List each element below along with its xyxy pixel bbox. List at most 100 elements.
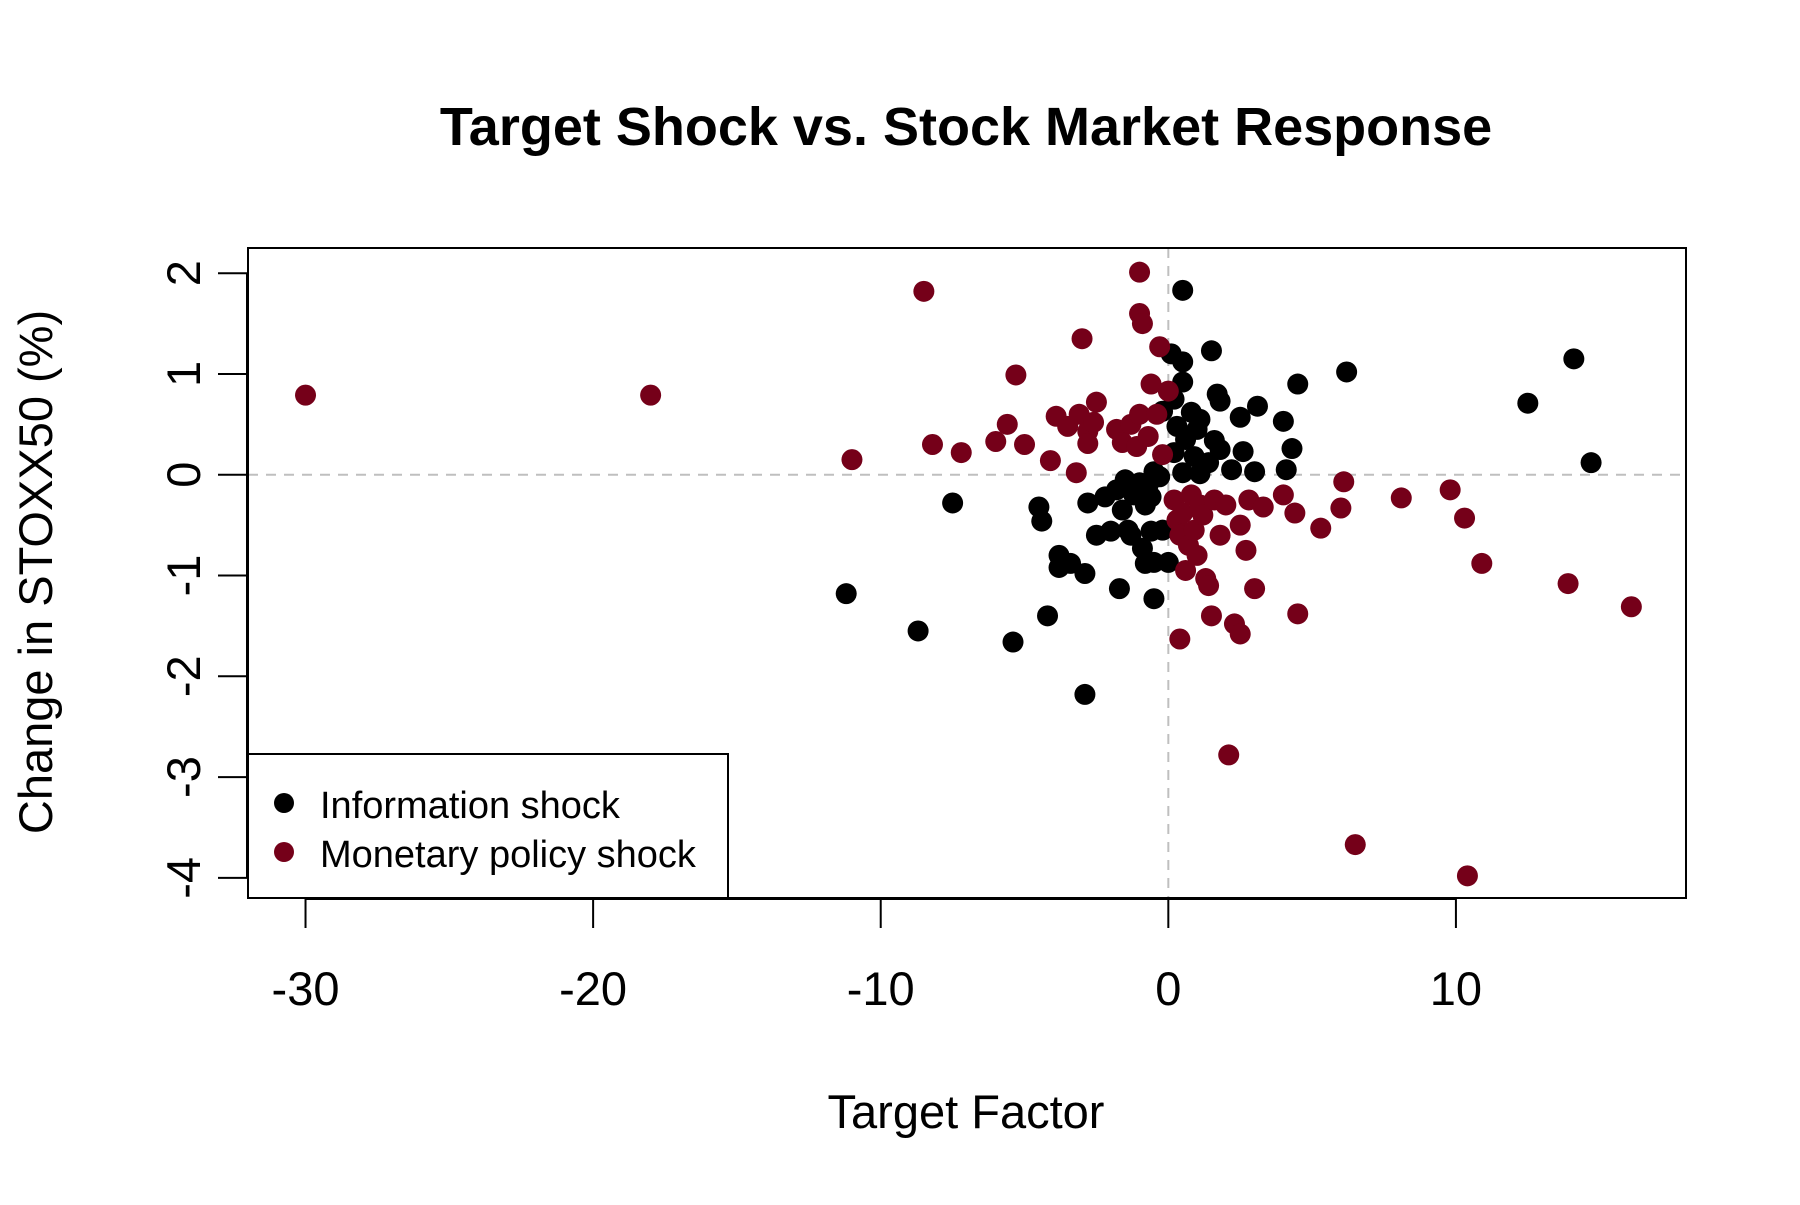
point-information-shock (1246, 395, 1268, 417)
point-information-shock (1275, 459, 1297, 481)
points-layer (295, 261, 1642, 887)
x-tick-label: 10 (1430, 962, 1482, 1015)
point-information-shock (1002, 631, 1024, 653)
point-monetary-policy-shock (1129, 403, 1151, 425)
point-information-shock (1074, 683, 1096, 705)
x-axis-label: Target Factor (828, 1085, 1105, 1138)
point-monetary-policy-shock (1157, 380, 1179, 402)
point-monetary-policy-shock (1333, 471, 1355, 493)
point-monetary-policy-shock (1439, 479, 1461, 501)
point-information-shock (1094, 486, 1116, 508)
point-monetary-policy-shock (1456, 865, 1478, 887)
point-information-shock (835, 583, 857, 605)
point-information-shock (942, 492, 964, 514)
point-monetary-policy-shock (1235, 539, 1257, 561)
point-monetary-policy-shock (1169, 628, 1191, 650)
point-monetary-policy-shock (1215, 494, 1237, 516)
y-tick-label: 2 (157, 260, 210, 286)
legend-marker-monetary-policy-shock (274, 842, 294, 862)
point-information-shock (1172, 462, 1194, 484)
x-axis: -30 -20 -10 0 10 (272, 898, 1482, 1015)
point-monetary-policy-shock (1039, 450, 1061, 472)
point-information-shock (1232, 441, 1254, 463)
point-monetary-policy-shock (1287, 603, 1309, 625)
point-monetary-policy-shock (1071, 328, 1093, 350)
point-information-shock (1111, 499, 1133, 521)
point-monetary-policy-shock (295, 384, 317, 406)
point-monetary-policy-shock (985, 430, 1007, 452)
point-monetary-policy-shock (1620, 596, 1642, 618)
point-monetary-policy-shock (1557, 573, 1579, 595)
point-information-shock (1336, 361, 1358, 383)
point-monetary-policy-shock (950, 442, 972, 464)
point-monetary-policy-shock (1229, 623, 1251, 645)
point-monetary-policy-shock (921, 434, 943, 456)
point-monetary-policy-shock (1471, 552, 1493, 574)
point-information-shock (1134, 494, 1156, 516)
legend-box (247, 753, 729, 899)
point-monetary-policy-shock (1198, 575, 1220, 597)
point-monetary-policy-shock (1077, 433, 1099, 455)
point-information-shock (1143, 588, 1165, 610)
point-information-shock (1077, 492, 1099, 514)
point-monetary-policy-shock (1137, 425, 1159, 447)
point-information-shock (1108, 578, 1130, 600)
point-information-shock (1281, 438, 1303, 460)
chart-title: Target Shock vs. Stock Market Response (440, 97, 1492, 157)
point-monetary-policy-shock (1172, 502, 1194, 524)
point-monetary-policy-shock (1140, 373, 1162, 395)
x-tick-label: -20 (559, 962, 627, 1015)
point-monetary-policy-shock (1065, 462, 1087, 484)
legend-label-monetary-policy-shock: Monetary policy shock (320, 834, 697, 876)
point-monetary-policy-shock (1083, 411, 1105, 433)
point-monetary-policy-shock (1252, 496, 1274, 518)
point-information-shock (1200, 340, 1222, 362)
point-monetary-policy-shock (1209, 524, 1231, 546)
point-monetary-policy-shock (1192, 504, 1214, 526)
point-information-shock (1037, 605, 1059, 627)
point-monetary-policy-shock (1149, 336, 1171, 358)
y-tick-label: 1 (157, 361, 210, 387)
point-monetary-policy-shock (1244, 578, 1266, 600)
point-information-shock (1221, 459, 1243, 481)
point-monetary-policy-shock (1146, 403, 1168, 425)
point-information-shock (1085, 524, 1107, 546)
y-tick-label: 0 (157, 462, 210, 488)
point-information-shock (1143, 551, 1165, 573)
x-tick-label: 0 (1155, 962, 1181, 1015)
point-monetary-policy-shock (996, 413, 1018, 435)
point-information-shock (1031, 510, 1053, 532)
x-tick-label: -10 (847, 962, 915, 1015)
legend-label-information-shock: Information shock (320, 785, 621, 827)
point-monetary-policy-shock (841, 449, 863, 471)
point-information-shock (1172, 351, 1194, 373)
point-monetary-policy-shock (1129, 261, 1151, 283)
point-monetary-policy-shock (1200, 605, 1222, 627)
point-monetary-policy-shock (1272, 484, 1294, 506)
y-tick-label: -1 (157, 555, 210, 597)
point-monetary-policy-shock (1085, 391, 1107, 413)
point-monetary-policy-shock (1186, 544, 1208, 566)
point-information-shock (1580, 452, 1602, 474)
y-tick-label: -2 (157, 655, 210, 697)
point-monetary-policy-shock (1005, 364, 1027, 386)
point-information-shock (1287, 373, 1309, 395)
y-axis-label: Change in STOXX50 (%) (9, 310, 62, 834)
y-tick-label: -4 (157, 857, 210, 899)
point-information-shock (1172, 279, 1194, 301)
point-monetary-policy-shock (1454, 507, 1476, 529)
point-information-shock (1074, 563, 1096, 585)
point-information-shock (1272, 410, 1294, 432)
point-information-shock (1244, 461, 1266, 483)
point-monetary-policy-shock (640, 384, 662, 406)
point-monetary-policy-shock (913, 280, 935, 302)
point-monetary-policy-shock (1284, 502, 1306, 524)
point-monetary-policy-shock (1330, 497, 1352, 519)
point-monetary-policy-shock (1131, 313, 1153, 335)
point-information-shock (1517, 392, 1539, 414)
legend-marker-information-shock (274, 793, 294, 813)
point-monetary-policy-shock (1175, 559, 1197, 581)
point-monetary-policy-shock (1152, 444, 1174, 466)
point-information-shock (1157, 551, 1179, 573)
